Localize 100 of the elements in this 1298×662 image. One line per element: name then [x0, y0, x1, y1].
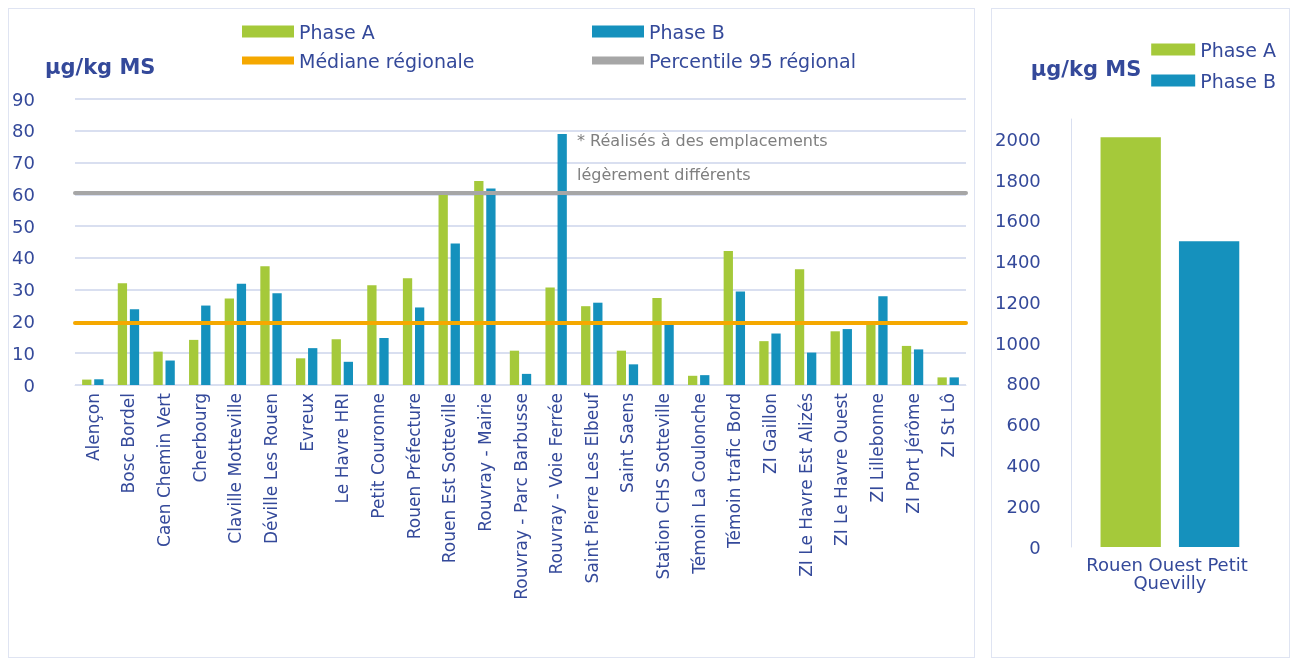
legend-label: Médiane régionale — [299, 49, 475, 72]
bar — [759, 341, 769, 385]
bar — [402, 278, 413, 385]
x-tick-label: Alençon — [82, 393, 103, 462]
bar — [913, 349, 924, 385]
bar — [236, 283, 247, 385]
bar — [272, 293, 282, 385]
bar — [557, 133, 567, 385]
bar — [153, 351, 163, 385]
y-tick-label: 1000 — [995, 332, 1041, 354]
bar — [308, 348, 318, 385]
bar — [735, 291, 746, 385]
x-tick-label: ZI Le Havre Est Alizés — [795, 392, 816, 577]
bar — [700, 375, 710, 385]
bar — [224, 298, 234, 385]
bar — [664, 324, 674, 385]
bar — [937, 377, 947, 385]
y-tick-label: 2000 — [995, 128, 1041, 150]
y-tick-label: 800 — [1006, 373, 1041, 395]
bar — [830, 331, 840, 385]
x-tick-label: Saint Pierre Les Elbeuf — [581, 391, 602, 584]
y-tick-label: 40 — [12, 247, 35, 269]
y-tick-label: 20 — [12, 310, 35, 332]
x-tick-label: Rouen Est Sotteville — [439, 393, 460, 564]
legend-label: Phase A — [299, 20, 375, 43]
x-tick-label: ZI Port Jérôme — [902, 393, 923, 514]
bar — [260, 266, 270, 385]
bar — [438, 194, 448, 385]
legend-label: Percentile 95 régional — [649, 49, 857, 72]
x-tick-label: Le Havre HRI — [332, 393, 353, 504]
bar — [688, 375, 698, 385]
bar — [117, 283, 128, 385]
bar — [201, 305, 211, 385]
x-tick-label: Station CHS Sotteville — [653, 393, 674, 580]
x-tick-label: Témoin trafic Bord — [724, 393, 745, 549]
x-tick-label: Cherbourg — [189, 393, 210, 483]
bar — [521, 373, 532, 385]
bar — [794, 269, 805, 385]
y-tick-label: 1800 — [995, 169, 1041, 191]
bar — [94, 379, 104, 385]
x-tick-label: Petit Couronne — [367, 393, 388, 519]
y-axis-title: µg/kg MS — [1030, 56, 1142, 81]
x-tick-label: Rouvray - Mairie — [474, 393, 495, 532]
bar — [414, 307, 425, 385]
x-tick-label: Bosc Bordel — [118, 393, 139, 494]
y-tick-label: 10 — [12, 342, 35, 364]
bar — [295, 358, 306, 385]
y-tick-label: 1200 — [995, 291, 1041, 313]
bar — [901, 345, 912, 385]
x-tick-label: ZI Lillebonne — [866, 393, 887, 503]
legend-label: Phase B — [649, 20, 725, 43]
y-tick-label: 50 — [12, 215, 35, 237]
y-tick-label: 1400 — [995, 251, 1041, 273]
bar — [379, 337, 389, 385]
x-tick-label: Rouvray - Voie Ferrée — [546, 393, 567, 575]
y-tick-label: 400 — [1006, 454, 1041, 476]
x-tick-label: Caen Chemin Vert — [154, 392, 175, 547]
bar — [807, 352, 817, 385]
bar — [509, 350, 520, 385]
bar — [129, 309, 140, 385]
x-tick-label: Saint Saens — [617, 392, 638, 494]
y-tick-label: 60 — [12, 183, 35, 205]
x-tick-label: Rouen Ouest Petit Quevilly — [1086, 553, 1254, 593]
bar — [486, 188, 496, 385]
x-tick-label: Claville Motteville — [225, 393, 246, 544]
bar — [82, 379, 92, 385]
y-tick-label: 600 — [1006, 414, 1041, 436]
bar — [581, 306, 591, 385]
x-tick-label: Déville Les Rouen — [261, 393, 282, 544]
bar — [331, 339, 341, 385]
bar — [652, 297, 662, 385]
x-tick-label: Rouen Préfecture — [403, 393, 424, 540]
bar — [343, 361, 353, 385]
y-tick-label: 1600 — [995, 210, 1041, 232]
bar — [450, 243, 460, 385]
bar — [949, 377, 959, 385]
bar — [628, 364, 639, 385]
x-tick-label: Rouvray - Parc Barbusse — [510, 393, 531, 600]
bar — [189, 339, 199, 385]
bar — [593, 302, 603, 385]
bar — [165, 360, 175, 385]
x-tick-label: Evreux — [296, 393, 317, 452]
y-tick-label: 200 — [1006, 495, 1041, 517]
legend-label: Phase B — [1200, 69, 1277, 92]
y-tick-label: 70 — [12, 152, 35, 174]
bar — [771, 333, 781, 385]
bar — [474, 180, 484, 385]
y-tick-label: 90 — [12, 88, 35, 110]
y-tick-label: 0 — [23, 374, 35, 396]
y-tick-label: 30 — [12, 279, 35, 301]
bar — [878, 296, 888, 385]
bar — [545, 287, 555, 385]
annotation: * Réalisés à des emplacements légèrement différents — [577, 130, 833, 184]
x-tick-label: ZI Gaillon — [759, 393, 780, 474]
y-tick-label: 80 — [12, 120, 35, 142]
x-tick-label: ZI Le Havre Ouest — [831, 392, 852, 546]
bar — [842, 329, 852, 385]
y-tick-label: 0 — [1029, 536, 1041, 558]
bar — [616, 350, 627, 385]
legend-label: Phase A — [1200, 38, 1276, 61]
